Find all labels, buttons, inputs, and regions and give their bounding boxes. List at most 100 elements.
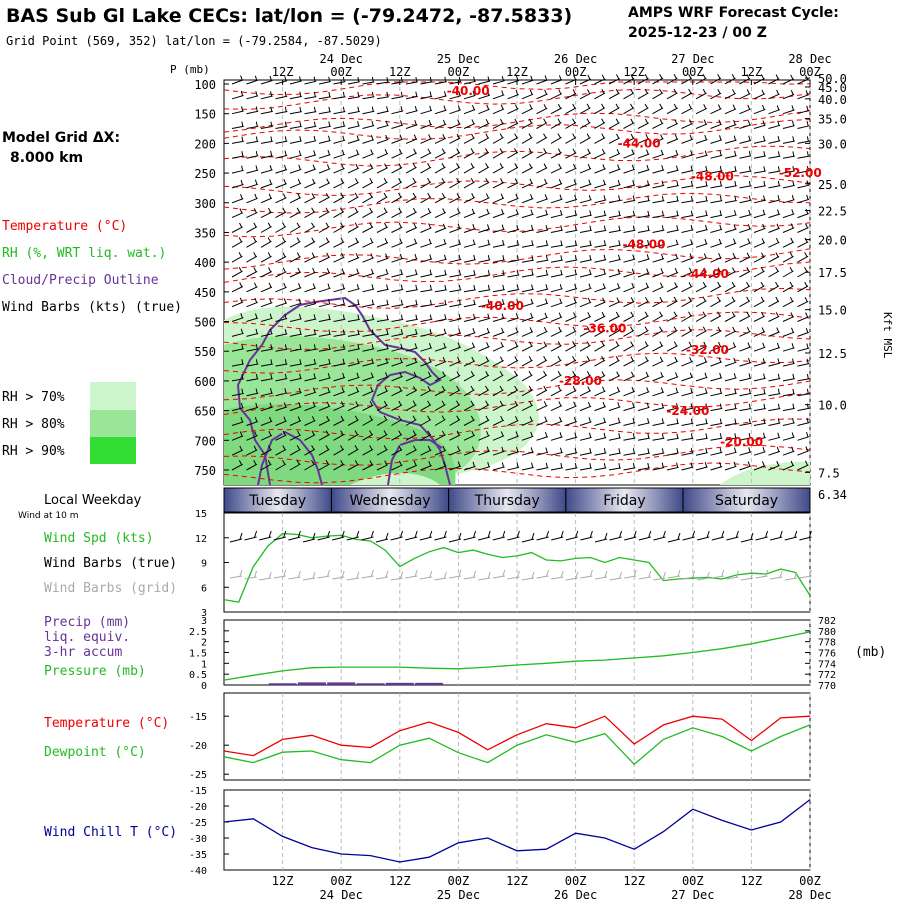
wind-barb xyxy=(753,373,766,382)
surface-wind-barb xyxy=(682,530,696,541)
wind-barb xyxy=(246,208,258,219)
wind-barb xyxy=(507,431,519,441)
wind-barb xyxy=(260,416,273,426)
pressure-tick-label: 600 xyxy=(194,375,216,389)
wind-barb xyxy=(782,266,794,278)
wind-barb xyxy=(507,341,519,352)
wind-barb xyxy=(507,284,520,293)
wind-barb xyxy=(710,296,722,308)
wind-barb xyxy=(739,373,752,382)
surface-wind-barb xyxy=(419,530,433,541)
wind-barb xyxy=(478,342,490,352)
wind-barb xyxy=(231,388,244,397)
wind-barb xyxy=(260,313,273,322)
surface-wind-barb-grid xyxy=(521,571,535,581)
wind-barb xyxy=(768,223,780,233)
wind-barb xyxy=(478,446,490,456)
wind-barb xyxy=(637,387,650,397)
top-time-tick: 12Z xyxy=(741,65,763,79)
wind-barb xyxy=(420,445,432,456)
wind-barb xyxy=(318,314,331,322)
wind-barb xyxy=(768,209,781,219)
wind-barb xyxy=(463,430,476,441)
wind-barb xyxy=(289,178,302,189)
wind-barb xyxy=(333,372,346,382)
wind-barb xyxy=(275,237,287,248)
wind-barb xyxy=(579,463,592,471)
surface-wind-barb xyxy=(507,530,520,541)
wind-barb xyxy=(260,121,273,129)
surface-wind-barb xyxy=(536,530,550,541)
wind-barb xyxy=(753,195,766,204)
wind-barb xyxy=(318,430,330,441)
wind-barb xyxy=(652,296,664,308)
wind-barb xyxy=(710,433,723,441)
bottom-date-tick: 27 Dec xyxy=(671,888,714,900)
wind-barb xyxy=(637,462,650,471)
wind-barb xyxy=(724,281,736,293)
wind-barb xyxy=(753,461,766,471)
wind-barb xyxy=(594,401,606,412)
wind-barb xyxy=(260,150,273,159)
wind-barb xyxy=(507,385,519,397)
weekday-cell xyxy=(330,487,450,513)
wind-barb xyxy=(260,298,273,308)
wind-barb xyxy=(550,179,563,189)
surface-wind-barb-grid xyxy=(288,570,301,580)
wind-barb xyxy=(275,207,287,219)
wind-barb xyxy=(405,371,418,382)
top-date-tick: 26 Dec xyxy=(554,52,597,66)
wind-barb xyxy=(304,344,317,352)
wind-barb xyxy=(333,178,345,189)
wind-barb xyxy=(231,402,244,412)
wind-barb xyxy=(521,163,533,174)
wind-barb xyxy=(434,328,447,337)
wind-barb xyxy=(710,403,723,412)
weekday-cell xyxy=(682,487,811,513)
isotherm xyxy=(223,352,811,374)
wind-barb xyxy=(768,151,781,159)
isotherm xyxy=(223,119,811,140)
wind-barb xyxy=(753,432,766,441)
wind-barb xyxy=(405,299,418,308)
rh70-area-low xyxy=(350,472,440,485)
wind-barb xyxy=(637,402,650,412)
surface-wind-barb-grid xyxy=(434,571,447,581)
wind-barb xyxy=(420,134,432,144)
wind-barb xyxy=(710,73,722,85)
surface-wind-barb xyxy=(478,530,491,541)
wind-barb xyxy=(594,118,606,129)
top-date-tick: 27 Dec xyxy=(671,52,714,66)
wind-barb xyxy=(420,238,432,248)
wind-barb xyxy=(666,73,678,85)
wind-barb xyxy=(739,296,751,308)
wind-barb xyxy=(318,344,331,352)
wind-barb xyxy=(681,296,693,308)
pressure-axis-title: P (mb) xyxy=(170,63,210,76)
wind-barb xyxy=(768,266,780,278)
isotherm-labels: -40.00 -44.00 -48.00 -52.00 -48.00 -44.00 -40.… xyxy=(447,84,822,449)
wind-barb xyxy=(565,370,577,382)
wind-barb xyxy=(434,177,446,189)
wind-barb xyxy=(231,165,244,174)
wind-barb xyxy=(550,133,562,144)
wind-barb xyxy=(275,445,287,456)
wind-barb xyxy=(420,77,433,85)
wind-barb xyxy=(753,120,766,129)
wind-barb xyxy=(333,299,346,308)
wind-barb xyxy=(681,180,694,189)
wind-barb xyxy=(405,415,417,426)
wind-barb xyxy=(536,148,548,159)
wind-barb xyxy=(246,91,259,100)
wind-barb xyxy=(478,119,490,129)
wind-barb xyxy=(260,430,273,441)
wind-barb xyxy=(536,431,549,441)
wind-barb xyxy=(695,210,708,219)
weekday-label: Saturday xyxy=(715,493,778,509)
wind-barb xyxy=(478,400,490,412)
wind-barb xyxy=(521,75,534,85)
wind-barb xyxy=(391,314,404,322)
wind-barb xyxy=(492,462,505,471)
isotherm xyxy=(223,392,811,415)
